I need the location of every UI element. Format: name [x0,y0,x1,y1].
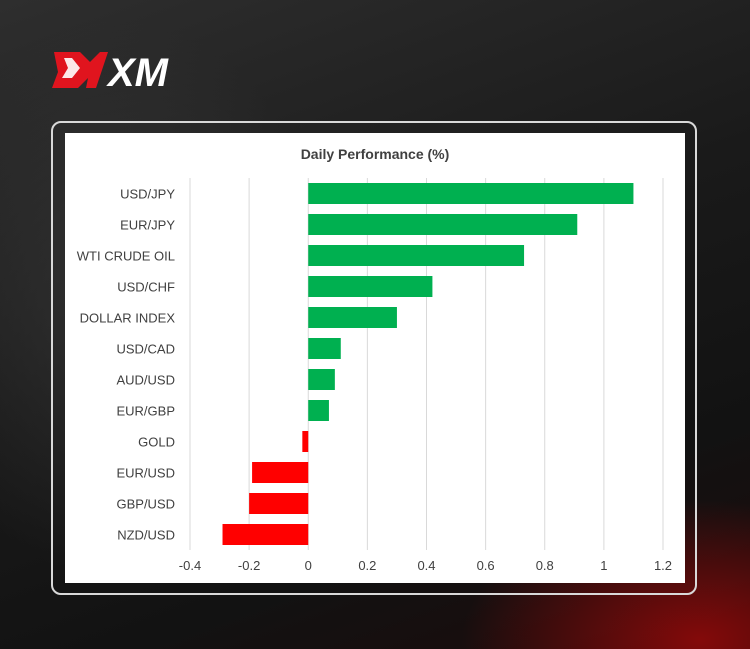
bar [308,400,329,421]
x-tick-label: 0.4 [417,558,435,573]
bar [252,462,309,483]
x-tick-label: 0.2 [358,558,376,573]
xm-logo-text: XM [106,51,170,92]
bar-chart: -0.4 -0.2 0 0.2 0.4 0.6 0.8 1 1.2 USD/JPY EUR/JPY W… [77,178,672,573]
bar [308,214,578,235]
category-label: EUR/JPY [120,218,175,233]
x-tick-label: -0.4 [179,558,201,573]
bar [308,276,433,297]
category-label: USD/CAD [116,342,175,357]
xm-logo-mark: XM [52,51,170,95]
x-tick-label: 0 [305,558,312,573]
category-label: USD/CHF [117,280,175,295]
category-label: GBP/USD [116,497,175,512]
x-tick-label: 0.8 [536,558,554,573]
category-label: EUR/GBP [116,404,175,419]
bar [222,524,309,545]
chart-panel: Daily Performance (%) -0.4 -0.2 0 0.2 0.4 0.6… [65,133,685,583]
bar [308,307,397,328]
bar [308,183,634,204]
bar [308,338,341,359]
chart-frame [51,121,697,595]
x-tick-label: 1 [600,558,607,573]
category-label: NZD/USD [117,528,175,543]
category-label: AUD/USD [116,373,175,388]
x-tick-label: 0.6 [477,558,495,573]
bar [249,493,309,514]
bar [302,431,309,452]
chart-title: Daily Performance (%) [300,146,450,162]
category-label: EUR/USD [116,466,175,481]
category-label: WTI CRUDE OIL [77,249,175,264]
category-label: DOLLAR INDEX [80,311,176,326]
x-tick-label: -0.2 [238,558,260,573]
category-label: GOLD [138,435,175,450]
category-label: USD/JPY [120,187,175,202]
bar [308,245,525,266]
xm-logo: XM [50,48,200,95]
x-tick-label: 1.2 [654,558,672,573]
bar [308,369,335,390]
